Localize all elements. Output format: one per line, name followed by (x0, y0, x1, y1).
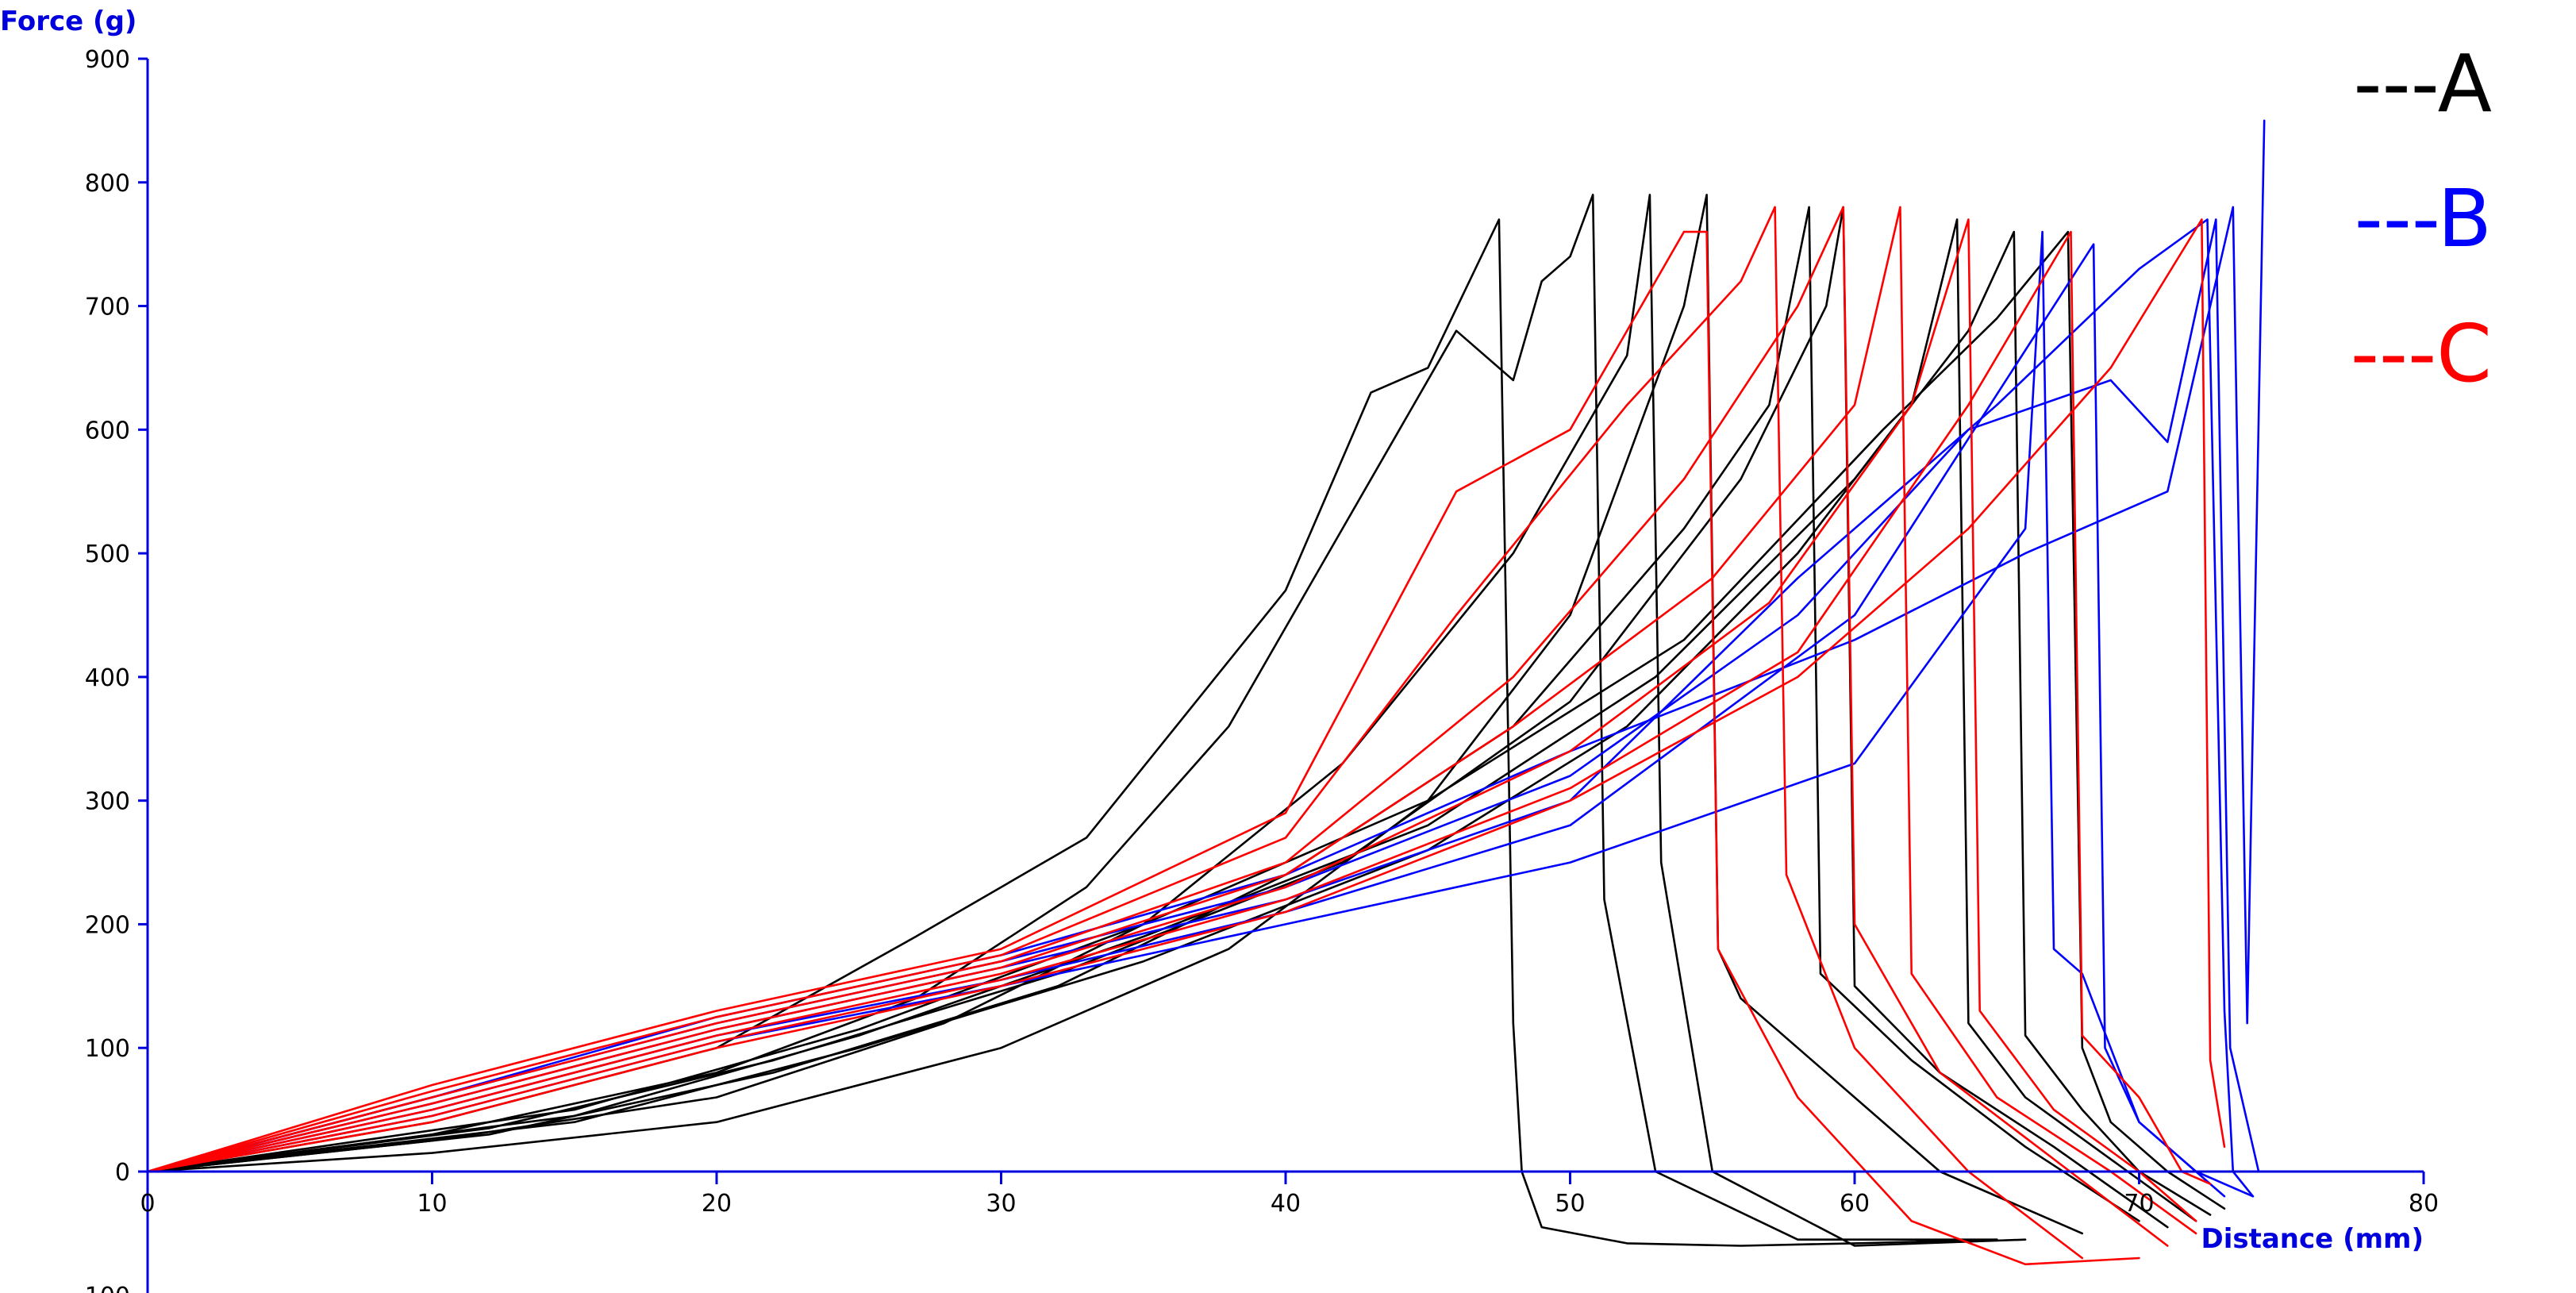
series-line-a-4 (146, 194, 2084, 1235)
series-line-c-19 (146, 218, 2197, 1222)
x-tick-label: 80 (2409, 1190, 2439, 1218)
y-tick-label: 700 (85, 294, 130, 321)
legend: ---A ---B ---C (2351, 37, 2492, 400)
series-line-b-13 (146, 218, 2260, 1173)
series-line-a-5 (146, 206, 2140, 1222)
y-tick-label: 500 (85, 541, 130, 568)
legend-label-a: ---A (2354, 37, 2492, 130)
x-tick-label: 60 (1840, 1190, 1870, 1218)
series-line-c-21 (146, 218, 2226, 1173)
series-line-a-9 (146, 230, 2226, 1210)
y-tick-label: -100 (76, 1283, 130, 1293)
x-tick-label: 10 (417, 1190, 447, 1218)
axes-layer: -100 0 100 200 300 400 500 600 700 800 900 0 10 20 30 4… (76, 46, 2439, 1293)
y-tick-label: 300 (85, 788, 130, 816)
x-tick-label: 0 (140, 1190, 155, 1218)
series-line-c-18 (146, 206, 2197, 1235)
series-line-b-14 (146, 119, 2266, 1173)
x-tick-label: 20 (702, 1190, 732, 1218)
series-layer (146, 119, 2266, 1266)
series-line-b-12 (146, 218, 2255, 1198)
series-line-a-1 (146, 218, 1998, 1247)
y-tick-label: 400 (85, 664, 130, 692)
x-tick-label: 50 (1555, 1190, 1585, 1218)
legend-label-c: ---C (2351, 307, 2492, 400)
series-line-a-7 (146, 218, 2197, 1222)
series-line-c-20 (146, 230, 2212, 1185)
y-tick-label: 600 (85, 417, 130, 444)
x-tick-label: 40 (1271, 1190, 1301, 1218)
y-tick-label: 800 (85, 170, 130, 198)
x-tick-label: 30 (986, 1190, 1016, 1218)
series-line-c-17 (146, 206, 2169, 1247)
series-line-b-11 (146, 243, 2255, 1198)
series-line-a-3 (146, 194, 2027, 1247)
x-tick-label: 70 (2124, 1190, 2154, 1218)
series-line-a-2 (146, 194, 1998, 1241)
series-line-a-8 (146, 230, 2212, 1216)
series-line-c-16 (146, 206, 2084, 1260)
y-tick-label: 100 (85, 1035, 130, 1063)
series-line-c-15 (146, 230, 2140, 1266)
x-axis-title: Distance (mm) (2201, 1223, 2424, 1255)
y-axis-title: Force (g) (0, 6, 136, 37)
legend-label-b: ---B (2355, 172, 2492, 265)
y-tick-label: 200 (85, 911, 130, 939)
y-tick-label: 900 (85, 46, 130, 74)
y-tick-label: 0 (115, 1159, 130, 1187)
